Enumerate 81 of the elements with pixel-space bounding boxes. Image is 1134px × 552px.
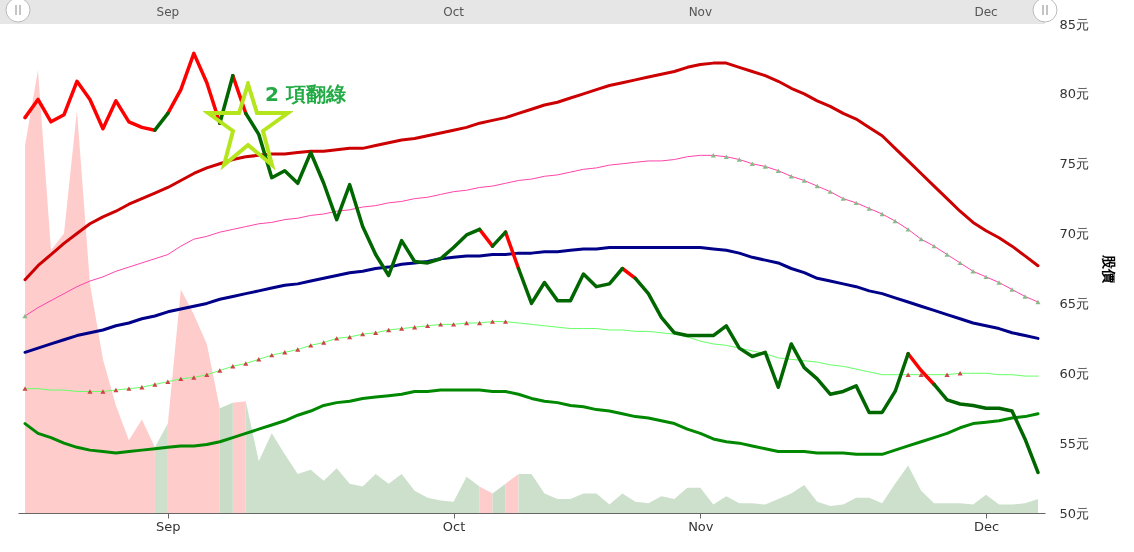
point: [762, 164, 768, 169]
point: [866, 206, 872, 211]
category-label: Nov: [688, 5, 713, 19]
y-tick-label: 80元: [1059, 86, 1090, 102]
point: [243, 361, 249, 366]
point: [204, 372, 210, 377]
line-series: [24, 154, 1039, 317]
point: [944, 252, 950, 257]
x-tick-label: Sep: [156, 518, 181, 534]
point: [22, 313, 28, 319]
point: [944, 372, 950, 377]
y-tick-label: 70元: [1059, 226, 1090, 242]
y-tick-label: 55元: [1059, 435, 1090, 451]
point: [100, 389, 106, 394]
point: [165, 379, 171, 384]
category-label: Sep: [156, 5, 180, 19]
point: [749, 161, 755, 166]
point: [425, 323, 431, 328]
point: [399, 326, 405, 331]
point: [152, 382, 158, 387]
point: [814, 183, 820, 189]
point: [918, 372, 924, 377]
y-axis-title: 股價: [1101, 254, 1118, 284]
point: [1009, 287, 1015, 292]
point: [853, 200, 859, 206]
y-tick-label: 60元: [1059, 365, 1090, 381]
point: [477, 320, 483, 326]
y-tick-label: 75元: [1059, 156, 1090, 172]
point: [256, 357, 262, 362]
point: [282, 350, 288, 355]
annotation: 2 項翻綠: [265, 82, 346, 106]
point: [360, 331, 366, 337]
point: [502, 319, 509, 324]
point: [905, 227, 911, 232]
line-series: [24, 321, 1039, 392]
point: [126, 386, 132, 391]
point: [321, 340, 327, 345]
point: [191, 375, 197, 380]
point: [840, 196, 846, 201]
point: [892, 218, 898, 224]
point: [386, 327, 392, 333]
category-label: Oct: [443, 5, 464, 19]
point: [983, 274, 989, 280]
point: [438, 322, 444, 327]
x-tick-label: Oct: [442, 518, 466, 534]
y-tick-label: 65元: [1059, 295, 1090, 311]
category-label: Dec: [974, 5, 998, 19]
point: [230, 364, 236, 369]
point: [334, 336, 340, 341]
x-tick-label: Nov: [688, 518, 714, 534]
point: [801, 178, 807, 183]
point: [996, 280, 1002, 285]
point: [905, 372, 911, 377]
point: [308, 343, 314, 348]
point: [827, 189, 833, 194]
point: [489, 319, 496, 324]
point: [970, 269, 976, 274]
point: [879, 211, 885, 217]
y-tick-label: 85元: [1059, 16, 1090, 32]
point: [957, 260, 963, 266]
line-series: [23, 388, 1040, 456]
point: [1035, 299, 1041, 305]
point: [373, 330, 379, 335]
point: [269, 352, 275, 358]
y-tick-label: 50元: [1059, 505, 1090, 521]
point: [217, 368, 223, 373]
line-series: [23, 246, 1040, 354]
line-series: [23, 61, 1040, 282]
point: [22, 386, 28, 391]
x-tick-label: Dec: [973, 518, 1000, 534]
point: [451, 322, 457, 327]
point: [347, 334, 353, 340]
point: [710, 153, 716, 158]
point: [775, 168, 781, 173]
point: [736, 157, 742, 162]
point: [723, 154, 729, 159]
point: [178, 376, 184, 382]
point: [295, 347, 301, 352]
point: [464, 320, 470, 326]
point: [87, 389, 93, 394]
point: [1022, 294, 1028, 299]
